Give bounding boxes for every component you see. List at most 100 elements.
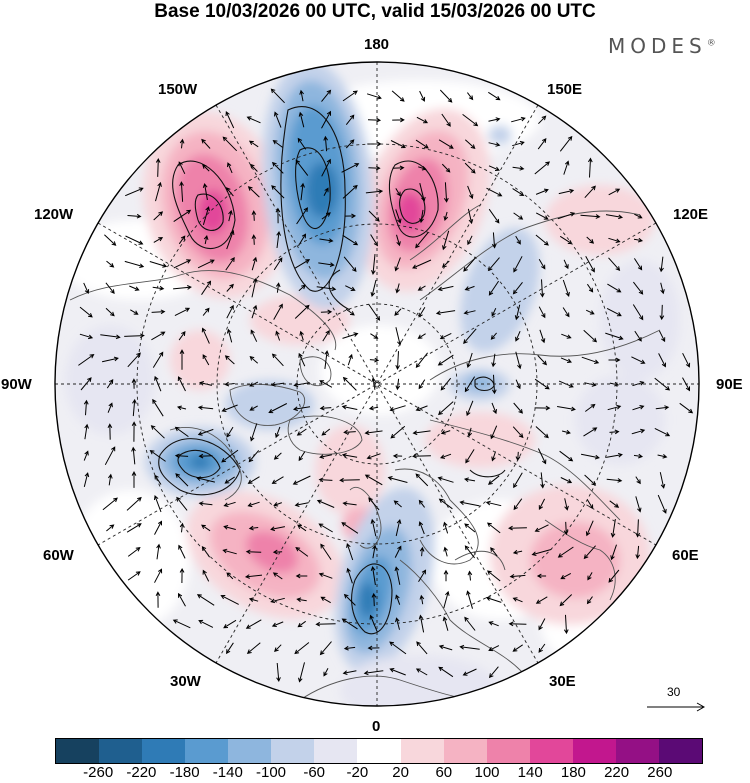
wind-arrow [511,116,526,123]
wind-arrow [443,546,448,557]
colorbar-swatch [615,739,659,763]
colorbar [55,738,703,764]
wind-arrow [464,616,476,631]
wind-arrow [417,333,426,339]
wind-arrow [227,162,233,174]
wind-arrow [466,590,473,609]
wind-arrow [560,357,572,363]
wind-arrow [467,185,474,200]
colorbar-swatch [271,739,315,763]
wind-arrow [152,351,164,368]
wind-arrow [491,402,497,415]
wind-arrow [150,425,165,439]
colorbar-swatch [572,739,616,763]
wind-arrow [438,401,454,416]
wind-arrow [106,524,115,532]
wind-arrow [292,406,311,412]
wind-arrow [343,429,356,435]
wind-arrow [513,472,523,489]
wind-arrow [659,472,666,489]
wind-arrow [225,187,234,197]
wind-arrow [223,501,236,507]
wind-arrow [438,498,453,510]
wind-arrow [562,307,570,318]
wind-arrow [443,521,449,534]
wind-arrow [345,308,355,316]
wind-arrow [535,212,549,220]
wind-arrow [226,328,233,343]
wind-arrow [251,234,257,245]
wind-arrow [605,332,624,341]
wind-arrow [226,229,235,250]
wind-arrow [173,209,192,223]
wind-arrow [342,90,358,102]
wind-arrow [606,452,623,458]
wind-arrow [512,140,525,147]
wind-arrow [607,283,622,293]
wind-arrow [226,426,234,438]
wind-arrow [513,256,523,273]
wind-arrow [585,256,595,273]
colorbar-tick-label: -220 [126,764,157,781]
wind-arrow [512,644,523,652]
wind-arrow [275,282,281,293]
wind-arrow [633,237,644,243]
wind-arrow [108,473,113,486]
wind-arrow [176,496,188,511]
wind-arrow [125,187,144,197]
wind-arrow [323,135,329,152]
wind-arrow [488,280,500,296]
wind-arrow [462,668,477,676]
wind-arrow [418,521,425,535]
wind-arrow [106,260,115,268]
wind-arrow [341,163,360,173]
wind-arrow [268,403,288,414]
wind-arrow [319,405,332,411]
wind-arrow [515,351,522,370]
wind-arrow [276,230,281,249]
wind-arrow [299,89,304,102]
wind-arrow [635,545,641,560]
wind-arrow [343,645,356,651]
wind-arrow [633,258,643,271]
wind-arrow [586,236,595,244]
wind-arrow [440,430,451,435]
wind-arrow [175,473,189,487]
wind-arrow [537,138,547,150]
wind-arrow [131,471,137,488]
wind-arrow [535,596,548,604]
colorbar-tick-label: 60 [435,764,453,781]
wind-arrow [251,256,258,271]
wind-arrow [223,525,236,530]
wind-arrow [371,592,377,607]
wind-arrow [395,351,401,370]
wind-arrow [462,114,479,127]
wind-arrow [271,476,284,484]
wind-arrow [437,354,454,366]
wind-arrow [562,279,570,298]
wind-arrow [443,590,450,609]
colorbar-tick-label: 220 [604,764,630,781]
wind-arrow [151,331,166,341]
wind-arrow [249,405,258,411]
wind-arrow [488,117,501,122]
wind-arrow [490,332,497,340]
wind-arrow [540,472,545,489]
wind-arrow [538,306,546,319]
wind-arrow [342,501,357,506]
wind-arrow [633,453,644,459]
wind-arrow [275,207,281,224]
wind-arrow [583,329,598,343]
wind-arrow [345,139,355,149]
wind-arrow [583,545,596,560]
colorbar-swatch [357,739,401,763]
wind-arrow [250,329,258,342]
wind-arrow [514,304,521,321]
wind-arrow [270,597,285,604]
wind-arrow [513,498,523,511]
wind-arrow [346,567,353,584]
wind-arrow [196,476,216,483]
wind-arrow [416,116,429,124]
wind-arrow [271,353,284,367]
wind-arrow [537,448,547,465]
